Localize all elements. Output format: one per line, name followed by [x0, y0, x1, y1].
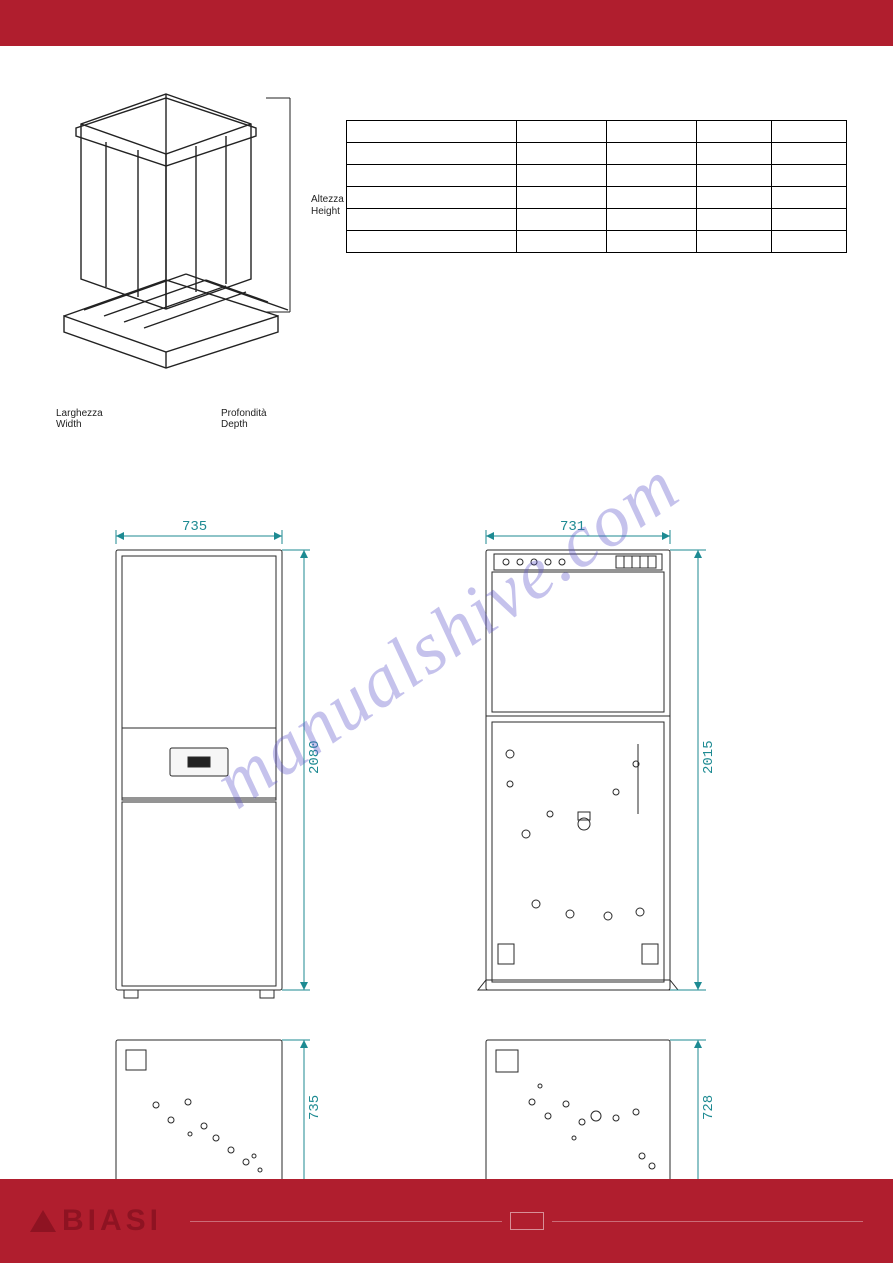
footer-line-left: [190, 1221, 502, 1222]
rear-depth-dim: 728: [701, 1095, 717, 1120]
left-drawing-column: 735: [96, 514, 416, 1199]
table-row: [347, 231, 847, 253]
table-row: [347, 209, 847, 231]
footer-bar: BIASI: [0, 1179, 893, 1263]
height-label-en: Height: [311, 206, 344, 218]
front-width-dim: 735: [182, 519, 207, 535]
front-height-dim: 2080: [307, 740, 323, 774]
header-bar: [0, 0, 893, 46]
table-row: [347, 165, 847, 187]
brand-triangle-icon: [30, 1210, 56, 1232]
width-label-en: Width: [56, 419, 103, 430]
upper-row: Altezza Height Larghezza Width Profondit…: [46, 84, 847, 404]
depth-label-it: Profondità: [221, 408, 267, 419]
rear-height-dim: 2015: [701, 740, 717, 774]
right-drawing-column: 731: [466, 514, 806, 1199]
brand-logo: BIASI: [30, 1204, 162, 1238]
table-row: [347, 143, 847, 165]
plan-depth-dim: 735: [307, 1095, 323, 1120]
depth-label: Profondità Depth: [221, 408, 267, 430]
specs-table-wrap: [346, 84, 847, 404]
specs-table-body: [347, 121, 847, 253]
rear-and-top-svg: 731: [466, 514, 806, 1194]
depth-label-en: Depth: [221, 419, 267, 430]
page-number-box: [510, 1212, 544, 1230]
width-label: Larghezza Width: [56, 408, 103, 430]
rear-width-dim: 731: [560, 519, 585, 535]
page-content: Altezza Height Larghezza Width Profondit…: [0, 46, 893, 1179]
brand-text: BIASI: [62, 1204, 162, 1238]
isometric-package-drawing: Altezza Height Larghezza Width Profondit…: [46, 84, 306, 404]
height-label-it: Altezza: [311, 194, 344, 206]
width-label-it: Larghezza: [56, 408, 103, 419]
iso-svg: [46, 84, 306, 384]
height-label: Altezza Height: [311, 194, 344, 218]
table-row: [347, 121, 847, 143]
footer-line-right: [552, 1221, 864, 1222]
front-and-top-svg: 735: [96, 514, 416, 1194]
technical-drawings: 735: [46, 514, 847, 1194]
specs-table: [346, 120, 847, 253]
table-row: [347, 187, 847, 209]
